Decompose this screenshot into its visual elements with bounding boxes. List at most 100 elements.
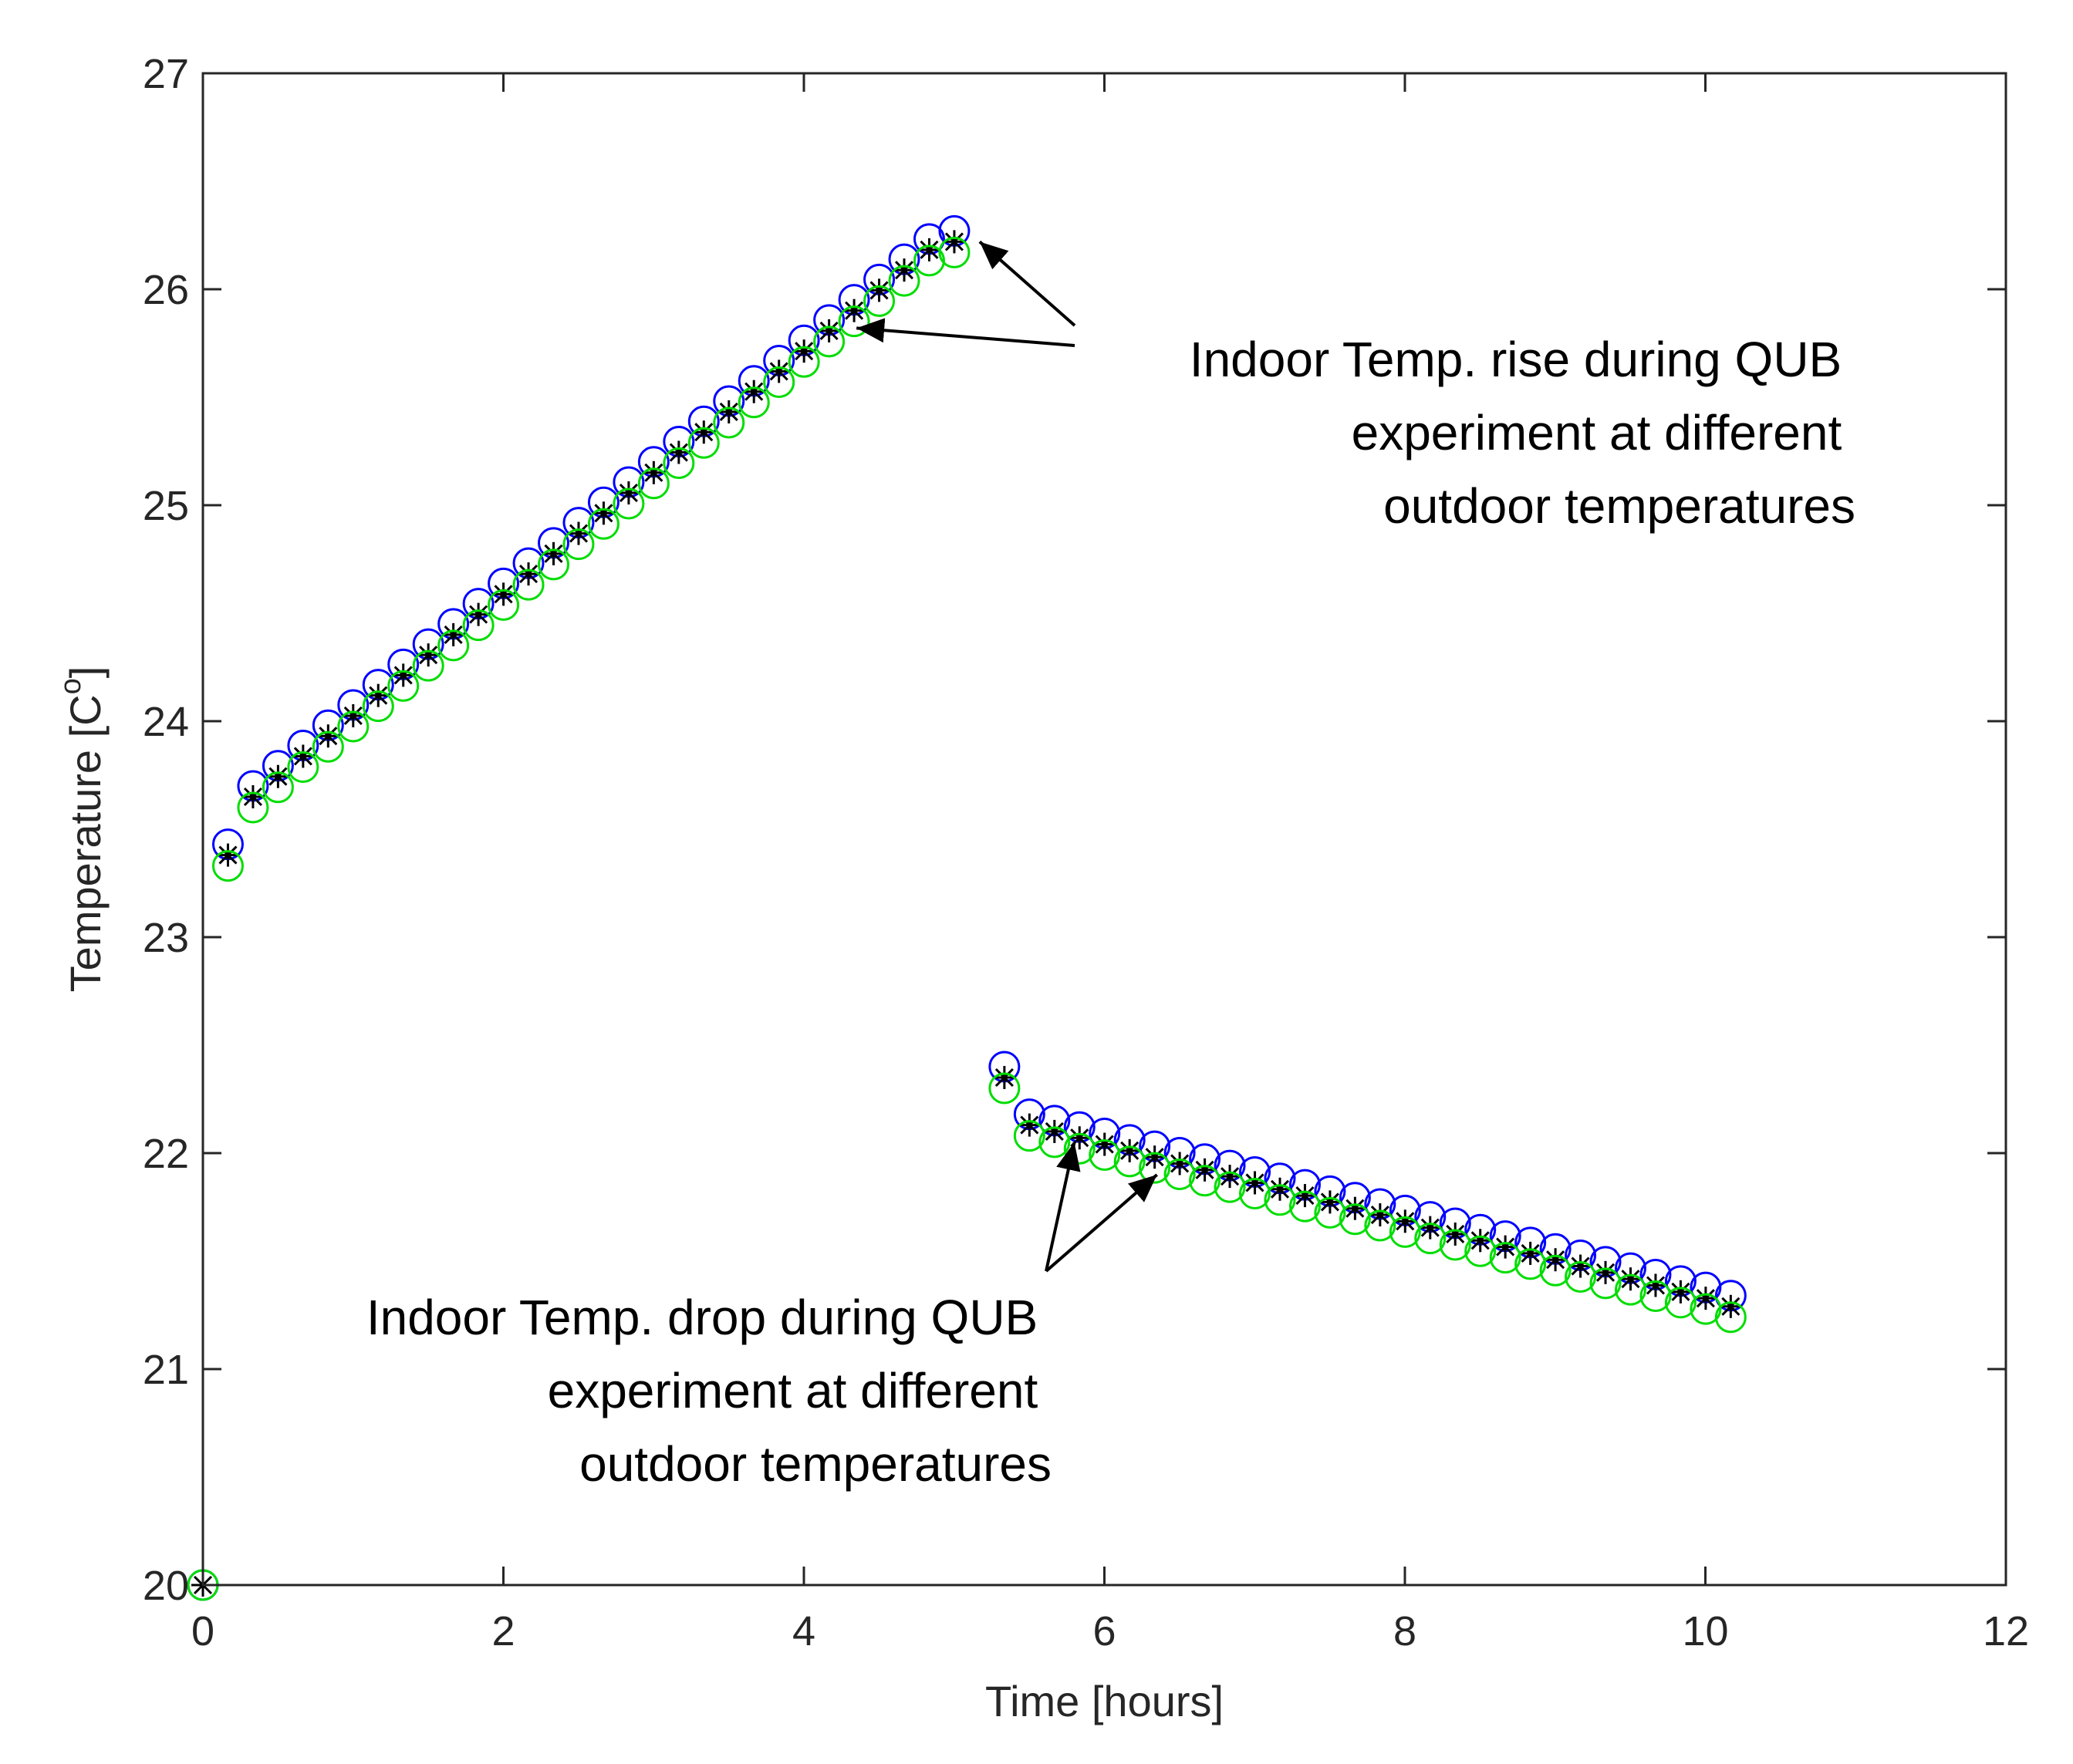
data-point [1619, 1267, 1643, 1291]
data-point [1418, 1216, 1442, 1240]
annotation-rise: Indoor Temp. rise during QUB experiment … [1190, 332, 1855, 534]
data-point [616, 481, 640, 505]
data-point [1468, 1229, 1492, 1253]
data-point [713, 406, 745, 439]
data-point [1669, 1280, 1693, 1304]
data-point [1038, 1126, 1071, 1159]
annotation-arrow-drop [1045, 1142, 1081, 1272]
data-point [1013, 1120, 1045, 1152]
data-point [888, 265, 920, 297]
data-point [613, 487, 645, 520]
data-point [1489, 1242, 1521, 1274]
data-point [1568, 1254, 1592, 1278]
y-tick-label: 21 [143, 1347, 189, 1393]
data-point [767, 359, 791, 383]
data-point [742, 379, 766, 403]
data-point [1514, 1248, 1547, 1280]
data-point [1393, 1209, 1417, 1233]
data-point [1268, 1177, 1291, 1201]
annotation-arrows [856, 240, 1158, 1273]
y-axis-label-close: ] [61, 666, 110, 679]
data-point [512, 568, 545, 601]
y-axis-label-superscript: o [55, 678, 87, 694]
data-point [917, 238, 941, 261]
data-point [237, 791, 269, 824]
data-point [262, 771, 294, 804]
data-point [1464, 1235, 1497, 1267]
data-point [467, 602, 491, 626]
data-point [1389, 1216, 1421, 1248]
y-axis-label-text: Temperature [C [61, 694, 110, 992]
data-point [587, 508, 620, 540]
data-point [216, 843, 240, 867]
data-point [1168, 1152, 1192, 1175]
annotation-arrow-drop [1045, 1173, 1158, 1273]
data-point [1089, 1139, 1121, 1172]
data-point [788, 346, 820, 378]
data-point [1143, 1145, 1166, 1169]
data-point [1314, 1196, 1346, 1229]
data-point [1018, 1113, 1042, 1137]
data-point [566, 521, 590, 545]
data-point [992, 1066, 1016, 1089]
data-layer [187, 214, 1747, 1601]
annotation-drop-line-2: experiment at different [548, 1363, 1038, 1418]
data-point [312, 730, 344, 763]
data-point [842, 298, 866, 322]
y-tick-label: 23 [143, 915, 189, 961]
data-point [1368, 1203, 1392, 1227]
data-point [1264, 1184, 1296, 1216]
data-point [642, 460, 666, 484]
data-point [562, 528, 595, 561]
data-point [1118, 1138, 1142, 1162]
x-tick-label: 8 [1393, 1608, 1416, 1654]
data-point [1643, 1273, 1667, 1297]
data-point [1539, 1254, 1572, 1287]
data-point [1494, 1235, 1518, 1259]
data-point [942, 230, 966, 254]
data-point [1364, 1209, 1396, 1242]
data-point [1544, 1248, 1568, 1272]
data-point [863, 285, 896, 317]
data-point [667, 440, 690, 464]
data-point [1719, 1294, 1743, 1318]
data-point [1189, 1165, 1221, 1197]
annotation-rise-line-2: experiment at different [1352, 405, 1842, 460]
data-point [366, 683, 390, 707]
data-point [763, 366, 795, 398]
data-point [1639, 1280, 1672, 1312]
annotation-rise-line-3: outdoor temperatures [1383, 478, 1855, 534]
data-point [692, 420, 716, 444]
data-point [817, 319, 841, 342]
data-point [1439, 1229, 1471, 1261]
x-tick-label: 4 [792, 1608, 815, 1654]
data-point [1664, 1287, 1697, 1319]
data-point [1193, 1158, 1217, 1182]
data-point [867, 278, 891, 302]
data-point [1218, 1165, 1242, 1189]
data-point [1614, 1273, 1646, 1306]
data-point [488, 589, 520, 621]
annotation-arrow-rise [856, 318, 1075, 347]
data-point [1414, 1223, 1447, 1255]
annotation-rise-line-1: Indoor Temp. rise during QUB [1190, 332, 1842, 387]
y-tick-label: 22 [143, 1131, 189, 1177]
data-point [1239, 1177, 1271, 1209]
data-point [542, 541, 566, 565]
data-point [913, 245, 945, 277]
data-point [266, 764, 290, 788]
data-point [1339, 1203, 1371, 1236]
x-tick-label: 10 [1682, 1608, 1728, 1654]
annotation-drop-line-1: Indoor Temp. drop during QUB [366, 1290, 1038, 1345]
data-point [391, 663, 415, 687]
data-point [1343, 1196, 1367, 1220]
y-tick-label: 25 [143, 483, 189, 529]
y-tick-label: 26 [143, 267, 189, 313]
data-point [462, 609, 495, 642]
data-point [1293, 1184, 1317, 1208]
x-tick-label: 12 [1983, 1608, 2029, 1654]
x-tick-label: 6 [1092, 1608, 1116, 1654]
data-point [893, 258, 917, 282]
data-point [538, 548, 570, 581]
